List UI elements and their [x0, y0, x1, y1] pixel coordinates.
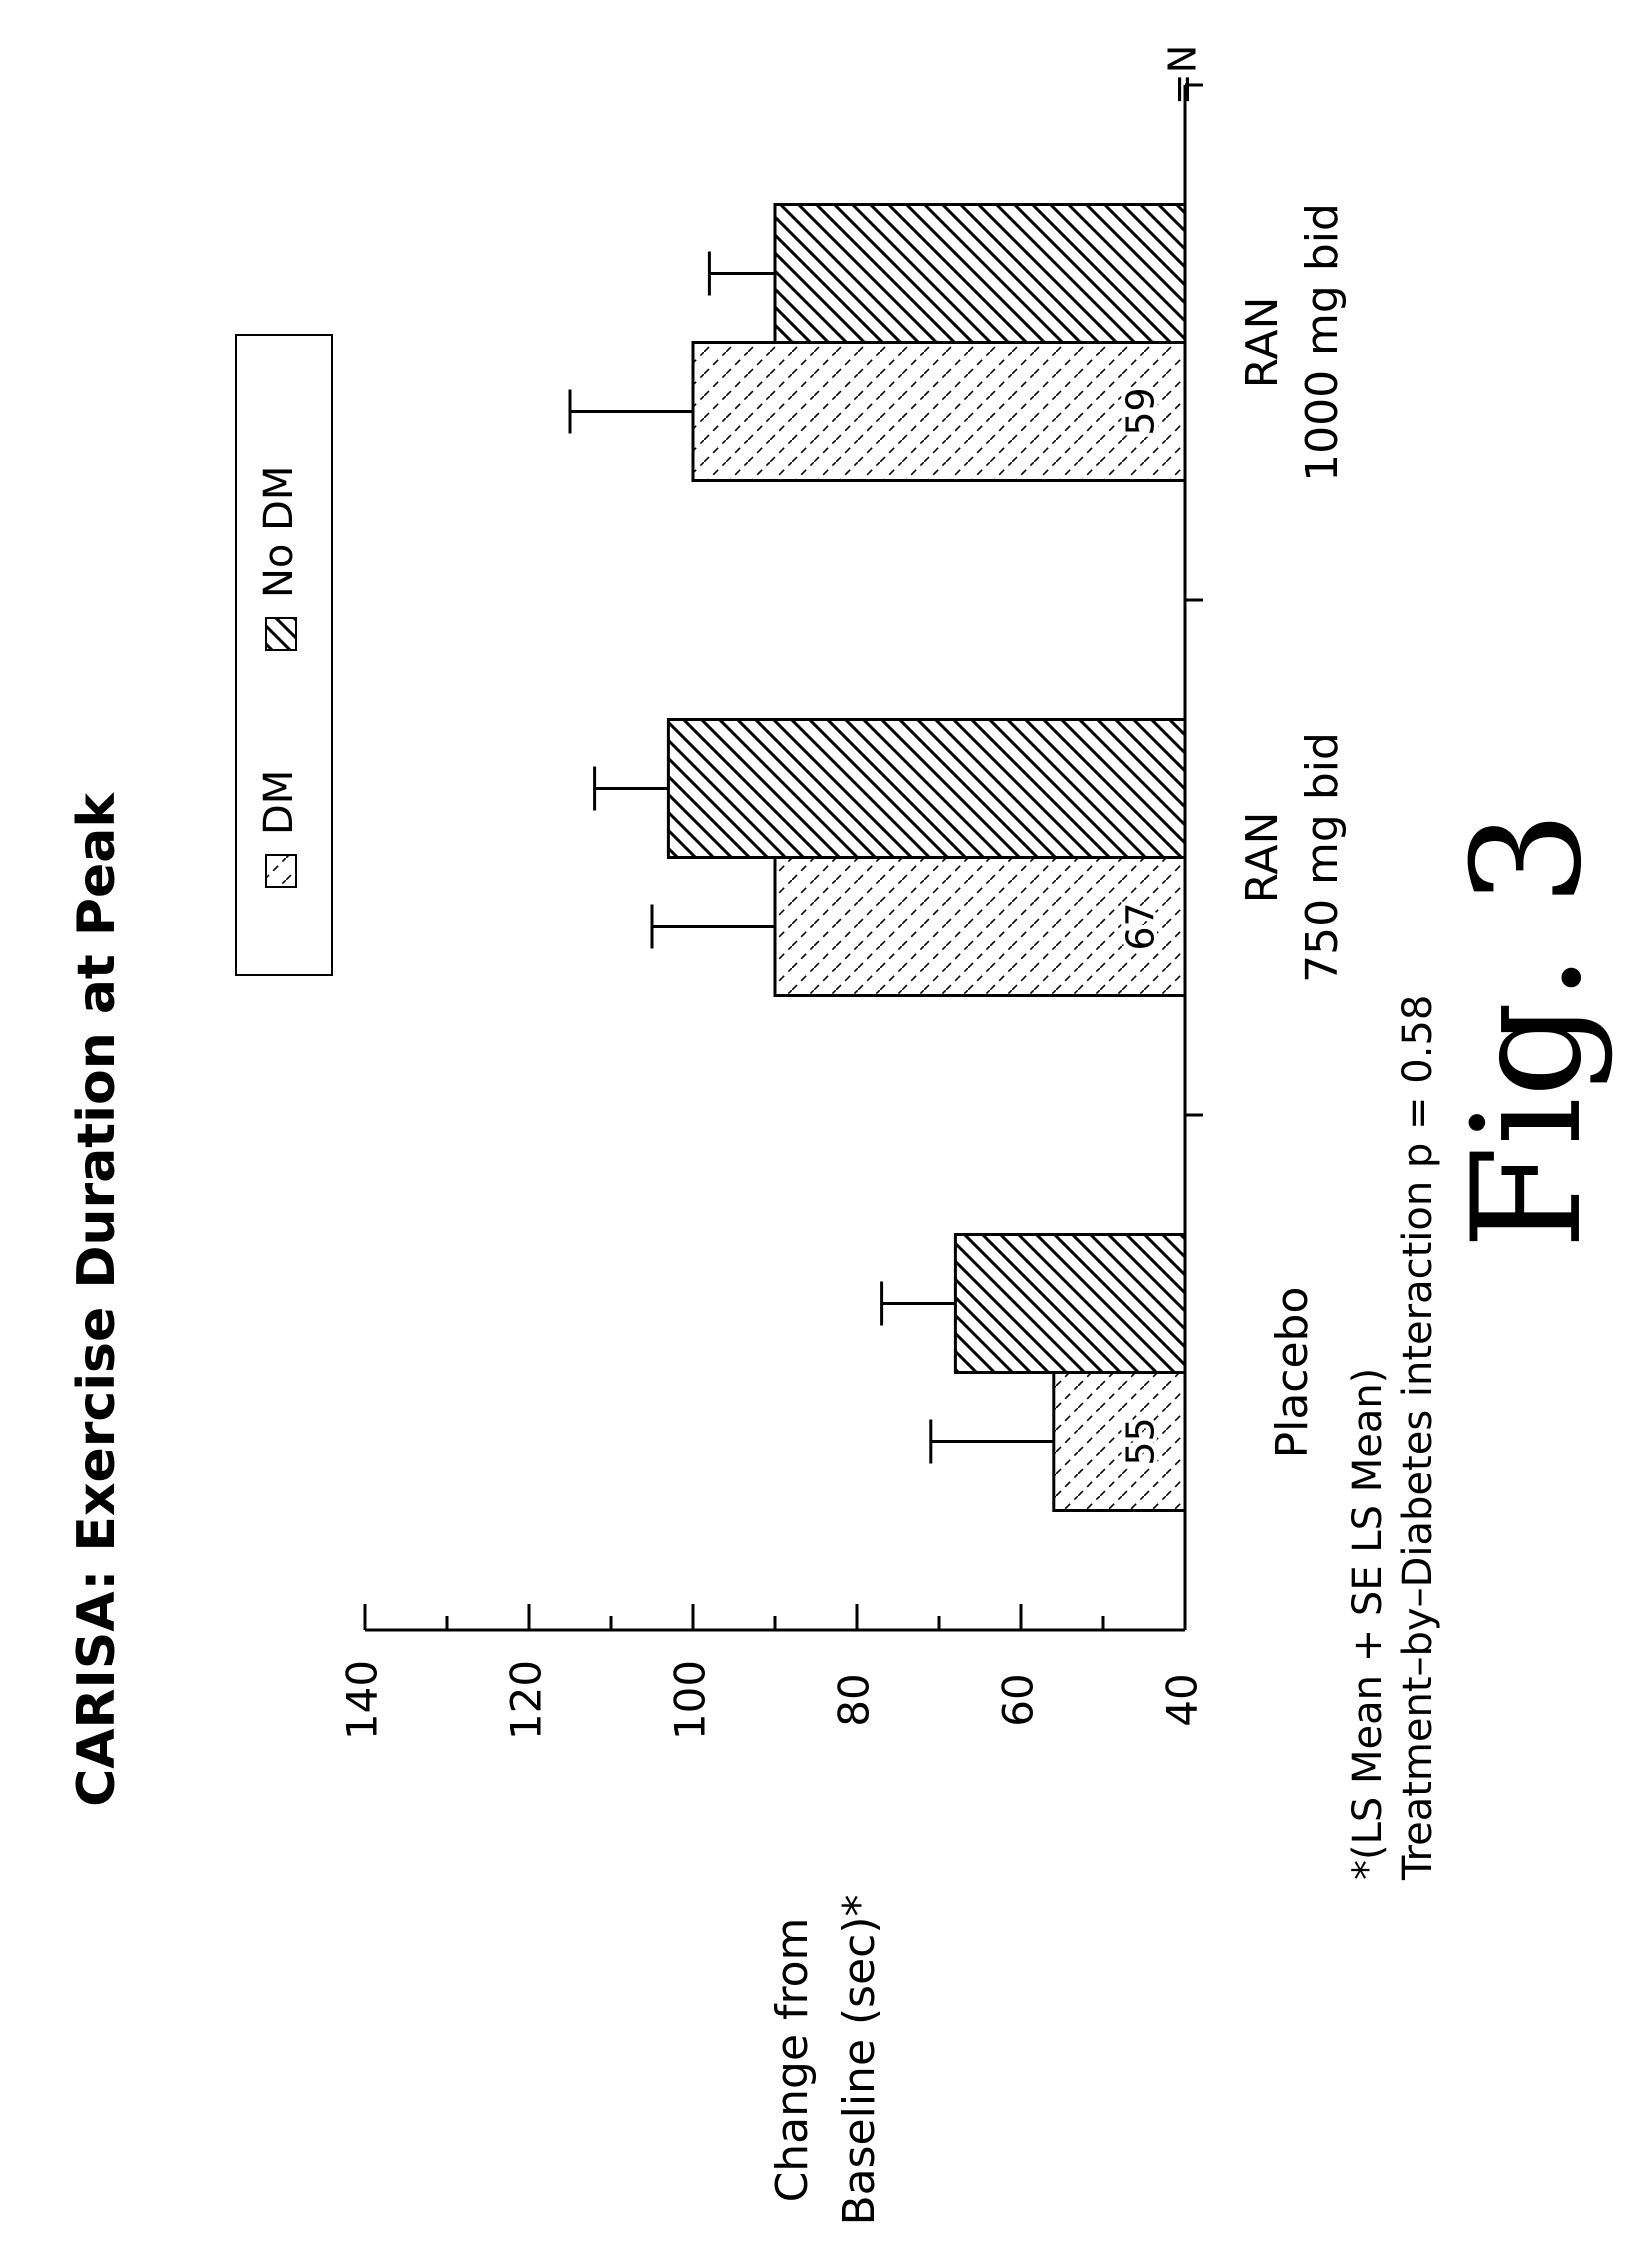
y-axis-label-line2: Baseline (sec)* [834, 1894, 885, 2225]
n-label: =N [1161, 45, 1205, 105]
bar-nodm [668, 720, 1185, 858]
legend-label-nodm: No DM [256, 466, 302, 598]
bar-dm [693, 343, 1185, 481]
value-tick-label: 140 [338, 1660, 387, 1740]
figure-label: Fig. 3 [1441, 811, 1615, 1250]
category-label: 1000 mg bid [1297, 203, 1348, 482]
footnote-line2: Treatment–by–Diabetes interaction p = 0.… [1395, 995, 1441, 1881]
value-tick-label: 120 [502, 1660, 551, 1740]
bar-n-label: 55 [1119, 1417, 1163, 1465]
chart-title: CARISA: Exercise Duration at Peak [67, 792, 127, 1807]
value-tick-label: 40 [1158, 1673, 1207, 1726]
y-axis-label-line1: Change from [767, 1918, 818, 2203]
category-label: 750 mg bid [1297, 732, 1348, 983]
value-tick-label: 80 [830, 1673, 879, 1726]
bar-nodm [955, 1235, 1185, 1373]
bar-n-label: 59 [1119, 387, 1163, 435]
legend-swatch-nodm [266, 618, 296, 650]
category-label: RAN [1237, 812, 1288, 904]
value-tick-label: 60 [994, 1673, 1043, 1726]
value-tick-label: 100 [666, 1660, 715, 1740]
footnote-line1: *(LS Mean + SE LS Mean) [1345, 1368, 1391, 1880]
category-label: Placebo [1267, 1287, 1318, 1459]
category-label: RAN [1237, 297, 1288, 389]
legend-label-dm: DM [256, 770, 302, 835]
legend-swatch-dm [266, 855, 296, 887]
bar-nodm [775, 205, 1185, 343]
bar-n-label: 67 [1119, 902, 1163, 950]
plot-area: 140120100806040Placebo55RAN750 mg bid67R… [338, 85, 1349, 1740]
